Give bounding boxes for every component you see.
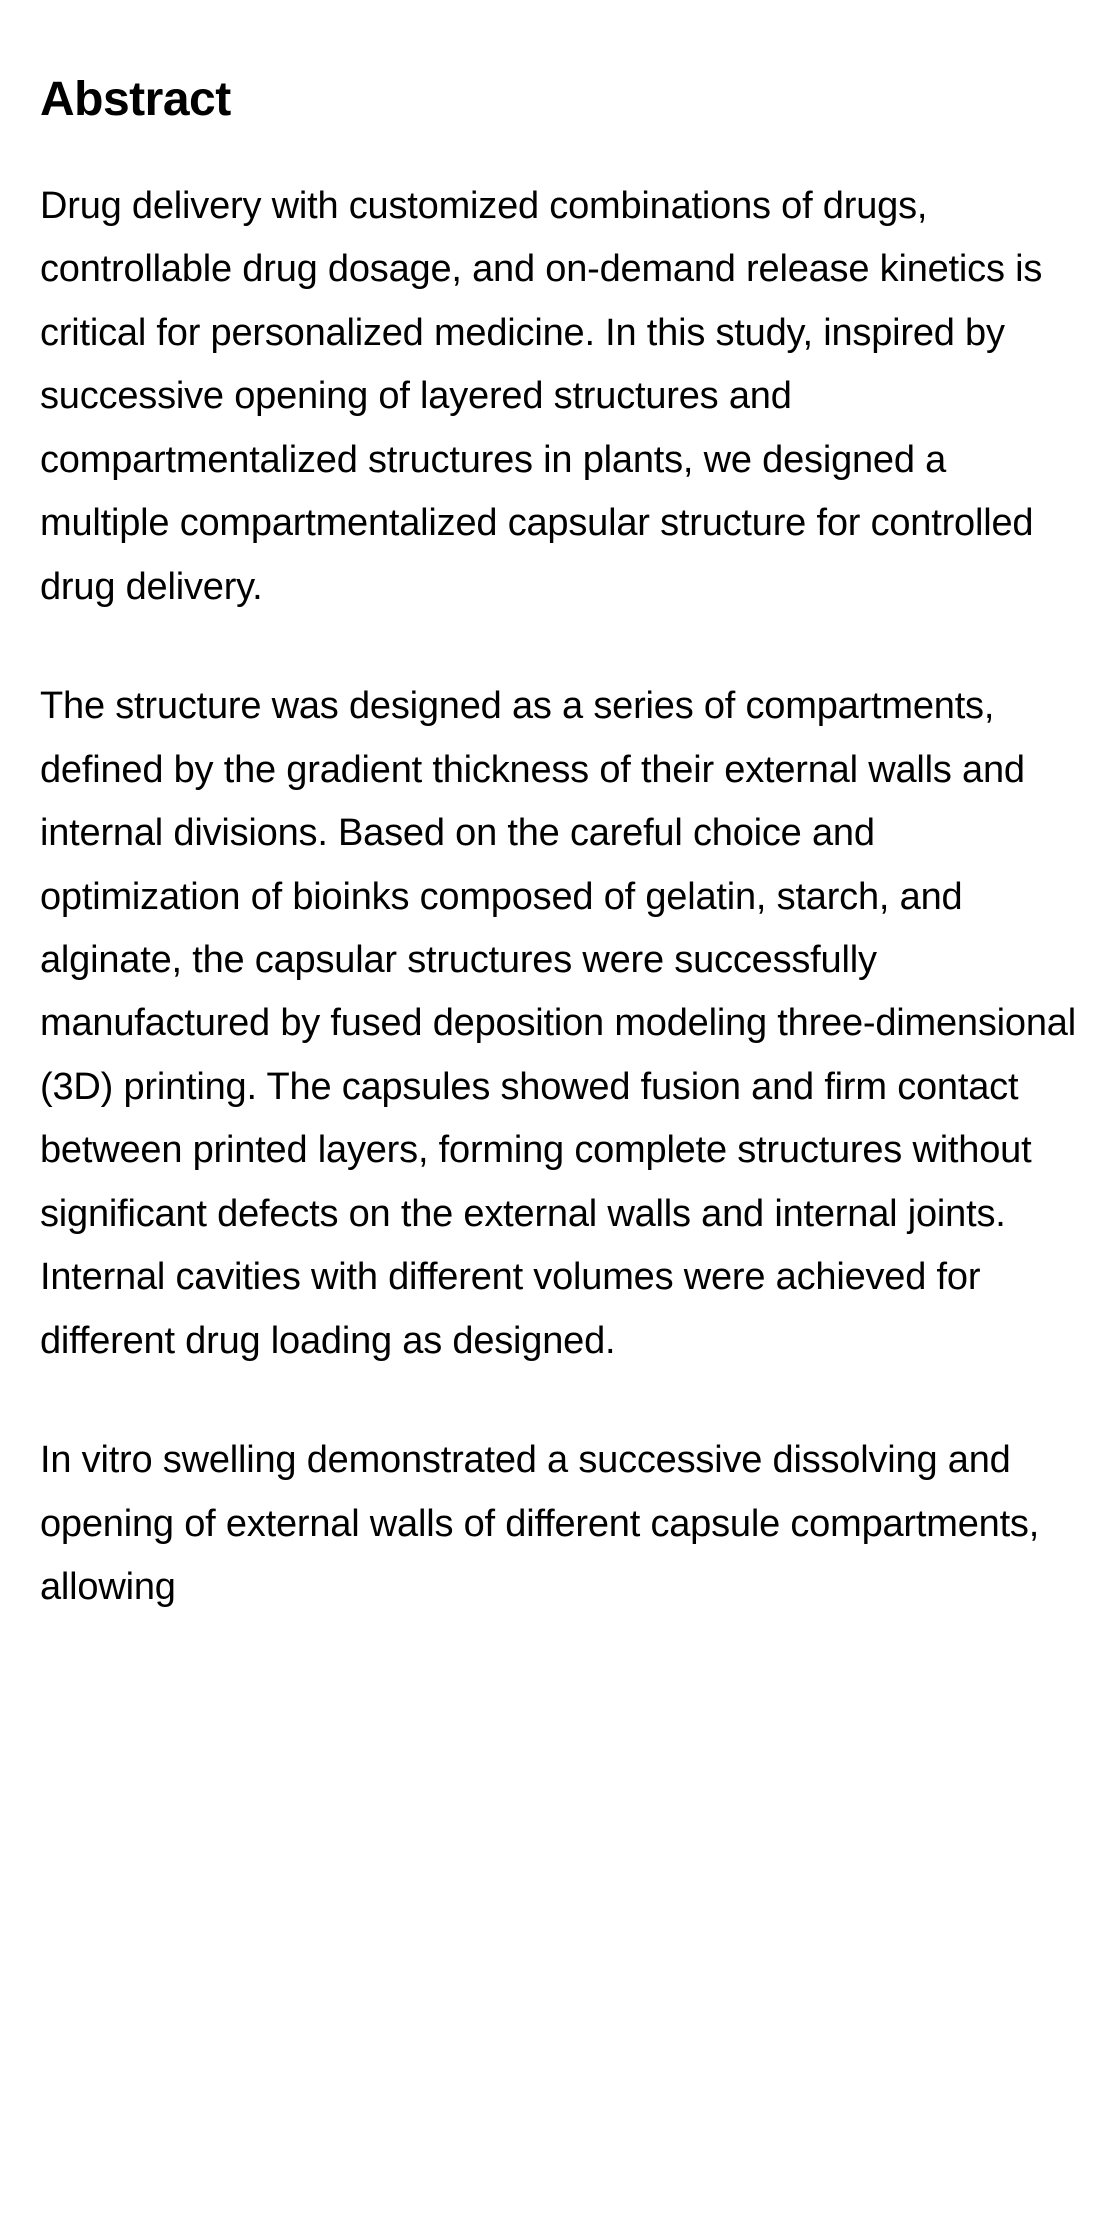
abstract-paragraph-1: Drug delivery with customized combinatio… <box>40 175 1077 619</box>
abstract-paragraph-2: The structure was designed as a series o… <box>40 675 1077 1373</box>
abstract-paragraph-3: In vitro swelling demonstrated a success… <box>40 1429 1077 1619</box>
abstract-heading: Abstract <box>40 72 1077 127</box>
